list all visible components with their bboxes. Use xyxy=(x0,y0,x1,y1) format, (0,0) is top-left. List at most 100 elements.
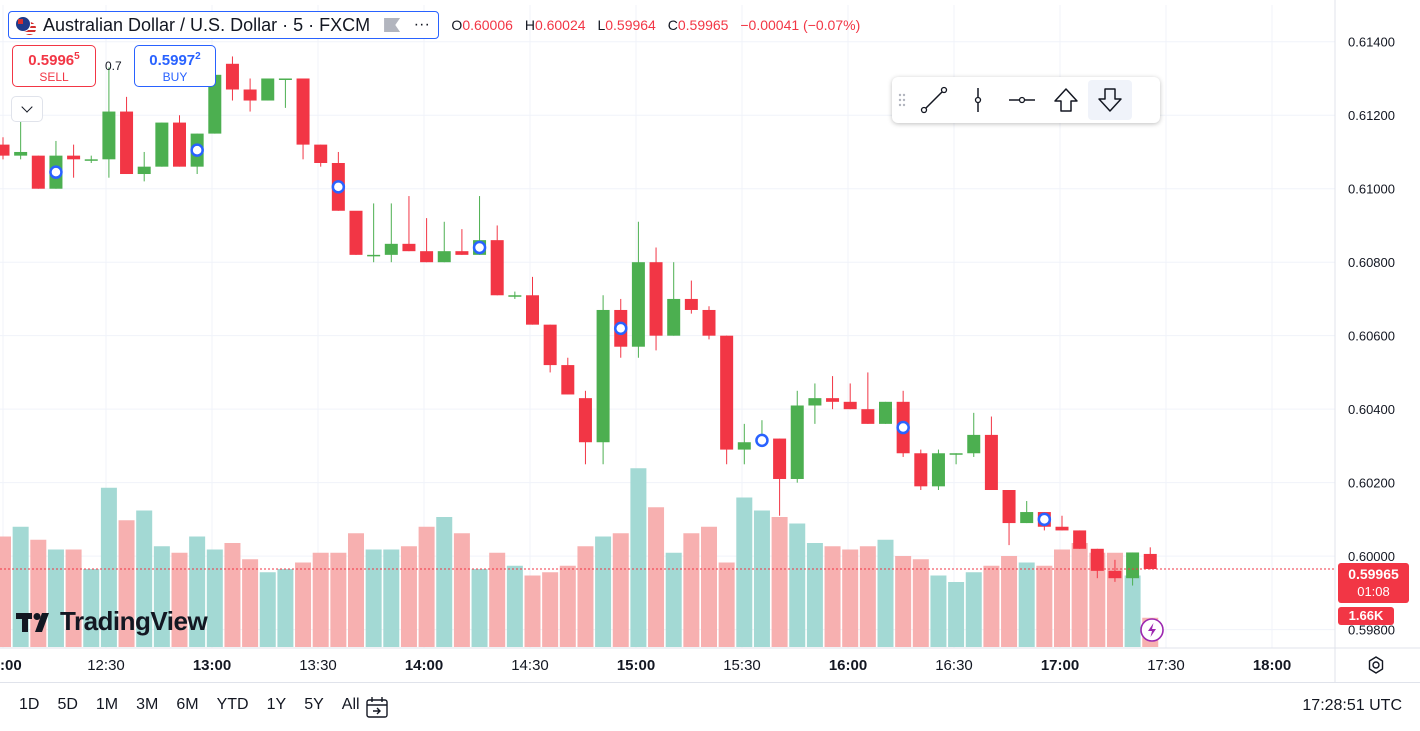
volume-bar xyxy=(1071,543,1088,647)
time-tick-label: 16:30 xyxy=(935,657,973,674)
volume-bar xyxy=(506,565,523,647)
arrow-down-icon[interactable] xyxy=(1088,80,1132,120)
volume-label: 1.66K xyxy=(1338,607,1394,625)
range-button-1m[interactable]: 1M xyxy=(95,696,119,713)
volume-bar xyxy=(912,559,929,647)
volume-bar xyxy=(983,565,1000,647)
trend-line-icon[interactable] xyxy=(912,80,956,120)
price-tick-label: 0.60000 xyxy=(1348,549,1395,564)
candle-body xyxy=(173,122,186,167)
price-tick-label: 0.61000 xyxy=(1348,182,1395,197)
volume-bar xyxy=(806,543,823,647)
candle-body xyxy=(826,398,840,402)
candle-body xyxy=(949,453,963,455)
ohlc-high-label: H xyxy=(524,17,535,33)
candle-body xyxy=(420,251,434,263)
candle-body xyxy=(631,262,645,347)
volume-bar xyxy=(753,510,770,647)
volume-bar xyxy=(100,487,117,647)
time-tick-label: 12:30 xyxy=(87,657,125,674)
candle-body xyxy=(314,144,328,163)
range-button-1y[interactable]: 1Y xyxy=(266,696,287,713)
lightning-icon[interactable] xyxy=(1139,617,1165,648)
volume-bar xyxy=(789,523,806,647)
candle-body xyxy=(0,144,10,156)
price-axis: 0.61400 0.61200 0.61000 0.60800 0.60600 0.604… xyxy=(0,0,1420,682)
candle-body xyxy=(261,78,275,101)
range-button-5d[interactable]: 5D xyxy=(57,696,78,713)
volume-bar xyxy=(736,497,753,647)
candle-body xyxy=(1143,553,1157,570)
candle-body xyxy=(67,155,81,160)
drag-handle-icon[interactable] xyxy=(892,77,912,123)
trade-marker xyxy=(49,165,63,179)
range-button-6m[interactable]: 6M xyxy=(176,696,199,713)
candle-body xyxy=(596,309,610,443)
volume-bar xyxy=(47,549,64,647)
candle-body xyxy=(367,254,381,257)
go-to-date-icon[interactable] xyxy=(364,695,390,726)
candle-body xyxy=(808,398,822,406)
tradingview-logo-text: TradingView xyxy=(60,606,208,636)
volume-bar xyxy=(1054,549,1070,647)
volume-bar xyxy=(206,549,223,647)
candle-body xyxy=(790,405,804,479)
time-tick-label: 13:00 xyxy=(193,657,231,674)
time-tick-label: 15:30 xyxy=(723,657,761,674)
volume-bar xyxy=(489,552,506,647)
candle-body xyxy=(155,122,169,167)
candle-body xyxy=(649,262,663,336)
candle-body xyxy=(578,398,592,443)
range-button-1d[interactable]: 1D xyxy=(19,696,40,713)
candle-body xyxy=(1126,552,1140,579)
candle-body xyxy=(561,365,575,395)
price-tick-label: 0.60400 xyxy=(1348,402,1395,417)
more-options-icon[interactable]: ∙∙∙ xyxy=(414,16,431,33)
candle-body xyxy=(967,434,981,454)
utc-clock[interactable]: 17:28:51 UTC xyxy=(1302,697,1402,714)
ohlc-open-value: 0.60006 xyxy=(462,17,513,33)
volume-bar xyxy=(648,507,665,647)
candle-body xyxy=(720,335,734,450)
trade-marker xyxy=(190,143,204,157)
trade-marker xyxy=(331,180,346,194)
flag-icon[interactable] xyxy=(384,18,401,32)
candle-body xyxy=(526,295,539,325)
price-tick-label: 0.59800 xyxy=(1348,623,1395,638)
candle-body xyxy=(667,298,681,336)
candle-body xyxy=(702,309,716,336)
volume-bar xyxy=(559,565,576,647)
horizontal-ray-icon[interactable] xyxy=(1000,80,1044,120)
range-button-all[interactable]: All xyxy=(341,696,360,713)
price-chart[interactable]: 0.61400 0.61200 0.61000 0.60800 0.60600 0.604… xyxy=(0,0,1420,682)
volume-bar xyxy=(242,559,259,647)
volume-bar xyxy=(948,582,965,647)
volume-bar xyxy=(665,552,682,647)
tradingview-logo[interactable]: TradingView xyxy=(16,606,208,637)
time-tick-label: :00 xyxy=(0,657,22,674)
vertical-line-icon[interactable] xyxy=(956,80,1000,120)
price-tick-label: 0.61400 xyxy=(1348,35,1395,50)
collapse-legend-button[interactable] xyxy=(11,96,43,122)
candle-body xyxy=(684,298,698,310)
range-button-ytd[interactable]: YTD xyxy=(216,696,249,713)
candle-body xyxy=(384,243,398,255)
candle-body xyxy=(14,151,28,156)
price-tick-label: 0.61200 xyxy=(1348,108,1395,123)
settings-gear-icon[interactable] xyxy=(1366,655,1386,680)
volume-bar xyxy=(877,539,894,647)
range-button-5y[interactable]: 5Y xyxy=(304,696,324,713)
ohlc-change-value: −0.00041 (−0.07%) xyxy=(740,17,861,33)
arrow-up-icon[interactable] xyxy=(1044,80,1088,120)
candle-body xyxy=(1073,530,1087,549)
time-axis: :00 12:30 13:00 13:30 14:00 14:30 15:00 15:30 16… xyxy=(0,657,1291,674)
candle-body xyxy=(1090,548,1104,571)
time-tick-label: 14:30 xyxy=(511,657,549,674)
price-tick-label: 0.60800 xyxy=(1348,255,1395,270)
volume-bar xyxy=(418,526,435,647)
sell-button[interactable]: 0.59965 SELL xyxy=(12,45,96,87)
buy-button[interactable]: 0.59972 BUY xyxy=(134,45,216,87)
symbol-selector[interactable]: Australian Dollar / U.S. Dollar · 5 · FX… xyxy=(8,11,440,39)
range-button-3m[interactable]: 3M xyxy=(136,696,159,713)
volume-bar xyxy=(630,468,647,647)
